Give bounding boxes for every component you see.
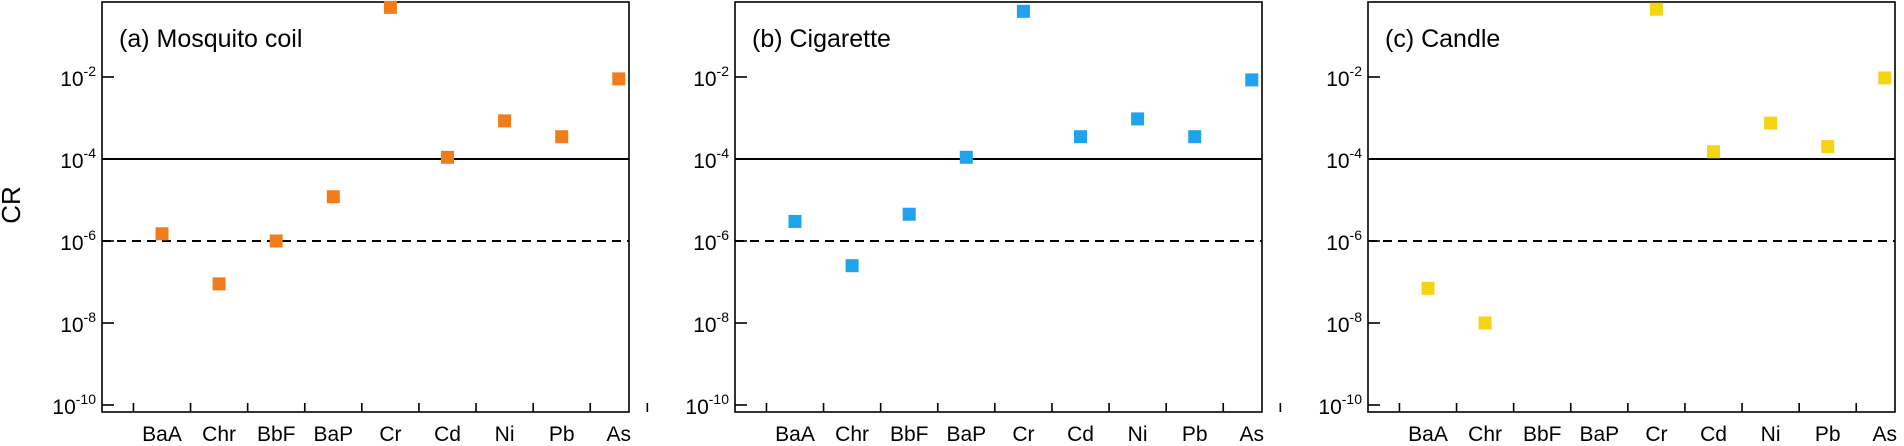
data-point	[1421, 281, 1435, 295]
plot-frame	[101, 1, 630, 413]
x-tick-label: BaA	[142, 423, 182, 446]
data-point	[1188, 130, 1202, 144]
x-tick-label: Cr	[1645, 423, 1667, 446]
y-tick-label: 10-4	[60, 145, 96, 173]
x-tick-label: Ni	[1761, 423, 1781, 446]
x-tick-label: BaP	[1579, 423, 1619, 446]
data-point	[845, 259, 859, 273]
y-tick-label: 10-6	[1326, 227, 1362, 255]
data-point	[383, 0, 397, 14]
data-point	[959, 150, 973, 164]
x-tick-label: BbF	[257, 423, 296, 446]
data-point	[612, 72, 626, 86]
panel-1: (a) Mosquito coil 10-10 10-8 10-6 10-4 10-2 Ba…	[52, 0, 649, 446]
y-tick-label: 10-8	[693, 309, 729, 337]
y-axis-label: CR	[0, 186, 26, 224]
x-tick-label: Cd	[1067, 423, 1094, 446]
x-tick-label: Cd	[1700, 423, 1727, 446]
panel-title: (c) Candle	[1385, 25, 1500, 53]
y-tick-label: 10-2	[693, 63, 729, 91]
x-tick-label: As	[1240, 423, 1265, 446]
y-tick-label: 10-8	[1326, 309, 1362, 337]
data-point	[498, 114, 512, 128]
y-tick-label: 10-10	[1318, 391, 1362, 419]
x-tick-label: BaP	[946, 423, 986, 446]
data-point	[555, 130, 569, 144]
data-point	[1878, 71, 1892, 85]
x-tick-label: Pb	[549, 423, 575, 446]
data-point	[1707, 145, 1720, 159]
data-point	[1478, 316, 1492, 330]
y-tick-label: 10-6	[60, 227, 96, 255]
data-point	[441, 150, 454, 164]
x-tick-label: Ni	[495, 423, 515, 446]
data-point	[1016, 4, 1030, 18]
y-tick-label: 10-4	[693, 145, 729, 173]
y-tick-label: 10-8	[60, 309, 96, 337]
x-tick-label: BbF	[890, 423, 929, 446]
x-tick-label: Cr	[379, 423, 401, 446]
data-point	[212, 277, 226, 291]
x-tick-label: As	[607, 423, 632, 446]
x-tick-label: BaA	[775, 423, 815, 446]
x-tick-label: Cr	[1012, 423, 1034, 446]
x-tick-label: Cd	[434, 423, 461, 446]
data-point	[1764, 116, 1778, 130]
panel-title: (a) Mosquito coil	[119, 25, 302, 53]
x-tick-label: As	[1873, 423, 1898, 446]
x-tick-label: Pb	[1182, 423, 1208, 446]
y-tick-label: 10-2	[1326, 63, 1362, 91]
x-tick-label: Ni	[1128, 423, 1148, 446]
data-point	[326, 190, 340, 204]
data-point	[1821, 140, 1835, 154]
x-tick-label: Pb	[1815, 423, 1841, 446]
data-point	[1074, 130, 1087, 144]
x-tick-label: Chr	[1468, 423, 1502, 446]
x-tick-label: Chr	[835, 423, 869, 446]
plot-frame	[734, 1, 1263, 413]
data-point	[902, 207, 916, 221]
data-point	[155, 227, 169, 241]
plot-frame	[1367, 1, 1896, 413]
data-point	[788, 214, 802, 228]
panels-group: (a) Mosquito coil 10-10 10-8 10-6 10-4 10-2 Ba…	[52, 0, 1898, 446]
y-tick-label: 10-2	[60, 63, 96, 91]
x-tick-label: Chr	[202, 423, 236, 446]
y-tick-label: 10-10	[52, 391, 96, 419]
data-point	[1649, 2, 1663, 16]
x-tick-label: BbF	[1523, 423, 1562, 446]
panel-3: (c) Candle 10-10 10-8 10-6 10-4 10-2 BaA Chr BbF…	[1318, 1, 1898, 446]
y-tick-label: 10-6	[693, 227, 729, 255]
data-point	[1245, 73, 1259, 87]
y-tick-label: 10-10	[685, 391, 729, 419]
data-point	[269, 234, 283, 248]
y-tick-label: 10-4	[1326, 145, 1362, 173]
data-point	[1131, 112, 1145, 126]
panel-2: (b) Cigarette 10-10 10-8 10-6 10-4 10-2 BaA Chr…	[685, 1, 1282, 446]
panel-title: (b) Cigarette	[752, 25, 891, 53]
x-tick-label: BaP	[313, 423, 353, 446]
x-tick-label: BaA	[1408, 423, 1448, 446]
